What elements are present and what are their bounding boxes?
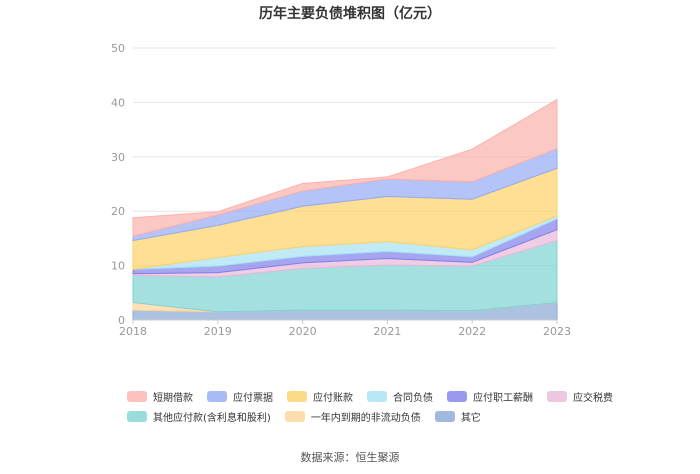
legend-swatch (367, 390, 387, 402)
legend-label: 其他应付款(含利息和股利) (153, 412, 271, 424)
legend-swatch (547, 390, 567, 402)
x-tick-label: 2018 (119, 325, 147, 338)
x-tick-label: 2021 (373, 325, 401, 338)
legend-label: 应付账款 (313, 392, 353, 404)
legend-label: 应付票据 (233, 392, 273, 404)
x-tick-label: 2020 (289, 325, 317, 338)
legend-item[interactable]: 应付票据 (207, 389, 273, 404)
legend-row: 短期借款 应付票据 应付账款 合同负债 应付职工薪酬 应交税费 (127, 386, 613, 406)
legend-item[interactable]: 其它 (434, 409, 481, 424)
legend-swatch (447, 390, 467, 402)
legend-swatch (434, 410, 455, 422)
legend-label: 应交税费 (573, 392, 613, 404)
legend-item[interactable]: 合同负债 (367, 389, 433, 404)
data-source: 数据来源：恒生聚源 (300, 451, 400, 464)
legend-item[interactable]: 其他应付款(含利息和股利) (127, 409, 271, 424)
legend-item[interactable]: 应付账款 (287, 389, 353, 404)
y-tick-label: 50 (111, 42, 125, 55)
x-tick-label: 2019 (204, 325, 232, 338)
legend-swatch (127, 410, 147, 422)
legend-label: 合同负债 (393, 392, 433, 404)
legend-item[interactable]: 应交税费 (547, 389, 613, 404)
legend-item[interactable]: 短期借款 (127, 389, 193, 404)
area-series (132, 98, 558, 237)
chart-title: 历年主要负债堆积图（亿元） (259, 6, 441, 22)
legend-label: 短期借款 (153, 392, 193, 404)
chart-svg: 0 10 20 30 40 50 2018 2019 2020 2021 2022 2023 (111, 42, 571, 338)
legend-label: 其它 (460, 412, 481, 424)
y-tick-label: 0 (118, 314, 125, 327)
x-tick-label: 2023 (543, 325, 571, 338)
x-tick-label: 2022 (458, 325, 486, 338)
legend-item[interactable]: 一年内到期的非流动负债 (284, 409, 421, 424)
y-tick-label: 40 (111, 96, 125, 109)
y-tick-label: 30 (111, 151, 125, 164)
y-tick-label: 10 (111, 260, 125, 273)
legend: 短期借款 应付票据 应付账款 合同负债 应付职工薪酬 应交税费其他应付款(含利息和股利) 一… (127, 386, 613, 426)
legend-swatch (127, 390, 147, 402)
legend-swatch (287, 390, 307, 402)
legend-item[interactable]: 应付职工薪酬 (447, 389, 533, 404)
y-tick-label: 20 (111, 205, 125, 218)
legend-row: 其他应付款(含利息和股利) 一年内到期的非流动负债 其它 (127, 406, 597, 426)
legend-label: 应付职工薪酬 (473, 392, 533, 404)
legend-swatch (207, 390, 227, 402)
legend-swatch (284, 410, 305, 422)
legend-label: 一年内到期的非流动负债 (310, 412, 421, 424)
